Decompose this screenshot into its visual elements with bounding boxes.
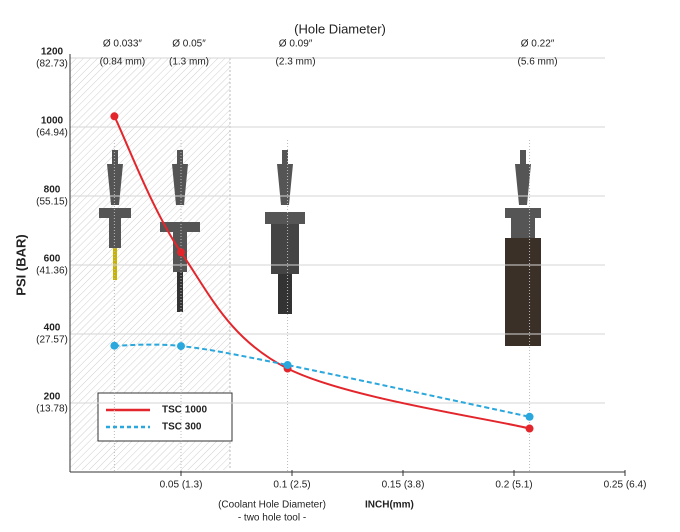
hole-mm: (5.6 mm) <box>518 57 558 68</box>
legend-label: TSC 1000 <box>162 405 207 416</box>
legend-label: TSC 300 <box>162 422 202 433</box>
point <box>177 248 185 257</box>
point <box>525 412 534 421</box>
hole-diameter: Ø 0.033″ <box>103 39 143 50</box>
x-tick-label: 0.15 (3.8) <box>382 480 425 491</box>
y-tick-label: 600 <box>44 254 61 265</box>
legend: TSC 1000 TSC 300 <box>97 392 233 442</box>
y-tick-sublabel: (27.57) <box>36 335 68 346</box>
hole-diameter: Ø 0.22″ <box>521 39 555 50</box>
y-tick-sublabel: (82.73) <box>36 59 68 70</box>
point <box>110 112 119 121</box>
hole-mm: (1.3 mm) <box>169 57 209 68</box>
tools <box>99 150 541 346</box>
hole-mm: (2.3 mm) <box>276 57 316 68</box>
x-tick-label: 0.1 (2.5) <box>273 480 310 491</box>
x-subnote: - two hole tool - <box>238 513 306 524</box>
point <box>283 361 292 370</box>
x-note: (Coolant Hole Diameter) <box>218 500 326 511</box>
y-tick-sublabel: (55.15) <box>36 197 68 208</box>
point <box>525 424 534 433</box>
x-tick-label: 0.2 (5.1) <box>495 480 532 491</box>
point <box>110 341 119 350</box>
series-line <box>113 115 530 430</box>
legend-box <box>97 392 233 442</box>
x-tick-label: 0.05 (1.3) <box>160 480 203 491</box>
x-tick-label: 0.25 (6.4) <box>604 480 647 491</box>
y-tick-label: 400 <box>44 323 61 334</box>
y-label: PSI (BAR) <box>13 234 28 295</box>
y-tick-label: 1000 <box>41 116 64 127</box>
series-line <box>114 343 530 418</box>
y-tick-sublabel: (64.94) <box>36 128 68 139</box>
point <box>177 342 185 351</box>
y-tick-sublabel: (41.36) <box>36 266 68 277</box>
top-title: (Hole Diameter) <box>294 21 386 36</box>
y-tick-label: 1200 <box>41 47 64 58</box>
y-tick-label: 800 <box>44 185 61 196</box>
hole-diameter: Ø 0.09″ <box>279 39 313 50</box>
y-tick-label: 200 <box>44 392 61 403</box>
x-label: INCH(mm) <box>365 500 414 511</box>
hole-mm: (0.84 mm) <box>100 57 146 68</box>
hole-diameter: Ø 0.05″ <box>172 39 206 50</box>
y-tick-sublabel: (13.78) <box>36 404 68 415</box>
